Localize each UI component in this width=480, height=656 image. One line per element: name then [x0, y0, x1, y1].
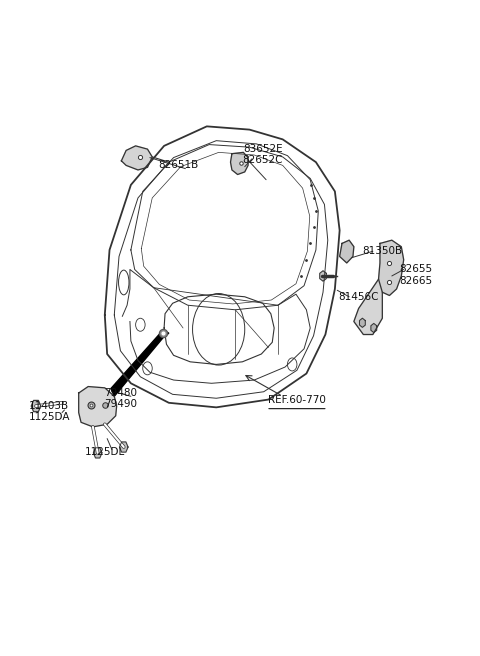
Polygon shape — [360, 318, 365, 327]
Text: REF.60-770: REF.60-770 — [268, 394, 326, 405]
Text: 1125DL: 1125DL — [84, 447, 125, 457]
Polygon shape — [354, 279, 383, 335]
Text: 1125DA: 1125DA — [28, 412, 70, 422]
Text: 11403B: 11403B — [29, 401, 69, 411]
Polygon shape — [31, 400, 41, 412]
Polygon shape — [94, 448, 102, 458]
Polygon shape — [120, 442, 128, 452]
Polygon shape — [230, 152, 248, 174]
Text: 82651B: 82651B — [158, 160, 198, 171]
Polygon shape — [371, 323, 377, 333]
Text: 79490: 79490 — [104, 399, 137, 409]
Polygon shape — [79, 386, 117, 427]
Polygon shape — [111, 330, 169, 396]
Text: 82655: 82655 — [399, 264, 432, 274]
Text: 81456C: 81456C — [338, 292, 379, 302]
Text: 83652E: 83652E — [243, 144, 283, 154]
Polygon shape — [340, 240, 354, 263]
Polygon shape — [379, 240, 404, 295]
Text: 79480: 79480 — [104, 388, 137, 398]
Text: 82665: 82665 — [399, 276, 432, 285]
Text: 82652C: 82652C — [242, 155, 283, 165]
Polygon shape — [121, 146, 152, 170]
Polygon shape — [320, 271, 326, 281]
Text: 81350B: 81350B — [362, 246, 402, 256]
